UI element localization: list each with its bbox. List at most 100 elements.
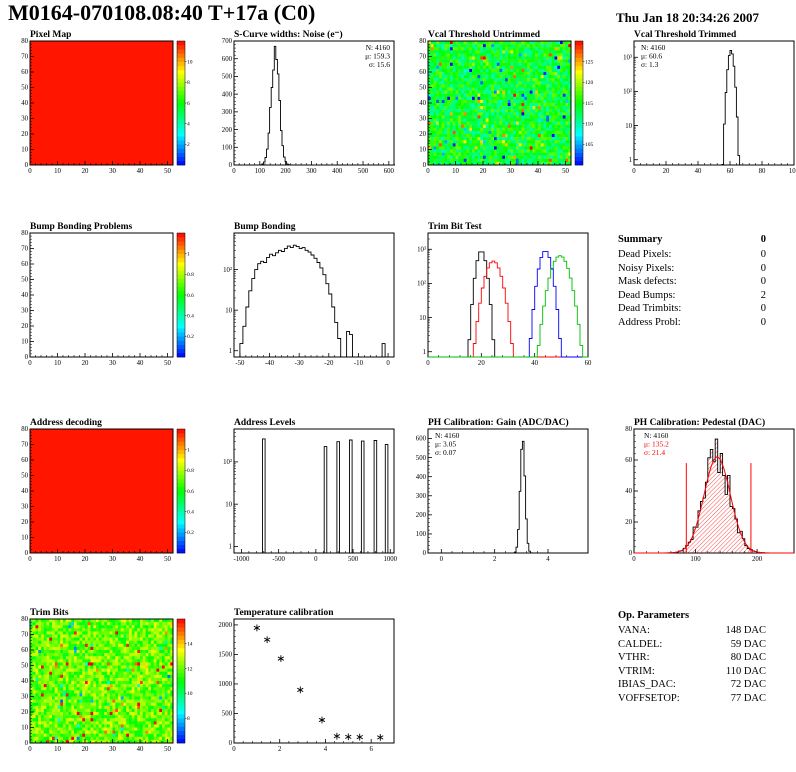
op-parameter-row: VOFFSETOP: 77 DAC (618, 692, 766, 706)
axes: 0 100 200 300 400 500 600 0 100 200 300 400 500 600 70… (222, 38, 395, 175)
plot-vcal-trimmed: Vcal Threshold Trimmed 0 20 40 60 80 100 1 10 10²… (623, 30, 796, 175)
plot-frame (233, 232, 395, 358)
svg-text:0: 0 (28, 556, 32, 563)
svg-text:50: 50 (21, 85, 28, 92)
summary-value: 2 (760, 289, 766, 301)
svg-text:1: 1 (187, 447, 190, 453)
summary-label: Dead Trimbits: (618, 303, 682, 314)
summary-value: 0 (760, 262, 766, 274)
svg-text:500: 500 (222, 74, 233, 81)
svg-text:10²: 10² (417, 281, 426, 288)
svg-text:1: 1 (229, 544, 232, 551)
svg-text:120: 120 (585, 80, 594, 86)
svg-text:40: 40 (137, 556, 144, 563)
svg-text:200: 200 (416, 512, 427, 519)
plot-address-decoding: Address decoding 0 10 20 30 40 50 0 10 20 30 40 50 60… (21, 418, 194, 563)
stats-line: μ: 135.2 (644, 440, 669, 449)
svg-text:115: 115 (585, 101, 593, 107)
svg-text:40: 40 (625, 488, 632, 495)
svg-text:0: 0 (423, 162, 427, 169)
op-parameter-label: IBIAS_DAC: (618, 679, 676, 690)
svg-text:30: 30 (507, 168, 514, 175)
svg-text:500: 500 (416, 455, 427, 462)
svg-text:400: 400 (416, 474, 427, 481)
svg-text:0.4: 0.4 (187, 313, 194, 319)
svg-text:80: 80 (419, 38, 426, 45)
svg-text:30: 30 (21, 504, 28, 511)
svg-text:20: 20 (21, 519, 28, 526)
svg-text:60: 60 (21, 457, 28, 464)
plot-title: Bump Bonding (234, 222, 296, 232)
svg-text:0.8: 0.8 (187, 468, 194, 474)
op-parameters-heading-row: Op. Parameters (618, 610, 766, 621)
svg-text:400: 400 (332, 168, 343, 175)
chart-scurve-noise: S-Curve widths: Noise (e⁻) 0 100 200 300 400 5… (208, 28, 404, 180)
heatmap-cells (30, 41, 173, 165)
colorbar: 0.2 0.4 0.6 0.8 1 (176, 428, 194, 554)
histogram-series-1 (428, 260, 588, 358)
stats-line: σ: 1.3 (641, 60, 659, 69)
svg-text:20: 20 (625, 519, 632, 526)
svg-text:0: 0 (28, 360, 32, 367)
plot-address-levels: Address Levels -1000 -500 0 500 1000 1 10 10² (223, 418, 398, 563)
stats-line: σ: 0.07 (435, 448, 456, 457)
plot-trim-bit-test: Trim Bit Test 0 20 40 60 1 10 10² 10³ (417, 222, 592, 367)
op-parameter-row: IBIAS_DAC: 72 DAC (618, 678, 766, 692)
scatter-points (253, 624, 384, 741)
svg-text:-30: -30 (295, 360, 305, 367)
svg-text:100: 100 (222, 144, 233, 151)
svg-text:10: 10 (54, 360, 61, 367)
plot-title: Trim Bits (30, 608, 69, 618)
svg-text:0.8: 0.8 (187, 272, 194, 278)
svg-text:105: 105 (585, 142, 594, 148)
svg-text:70: 70 (21, 442, 28, 449)
axes: 0 20 40 60 1 10 10² 10³ (417, 232, 592, 367)
plot-bump-bonding: Bump Bonding -50 -40 -30 -20 -10 0 1 10 10² (223, 222, 395, 367)
svg-text:10²: 10² (623, 89, 632, 96)
svg-text:40: 40 (419, 100, 426, 107)
histogram (634, 49, 794, 166)
stats-line: N: 4160 (366, 43, 391, 52)
plot-ph-gain: PH Calibration: Gain (ADC/DAC) 0 2 4 0 100 200… (416, 417, 589, 563)
op-parameter-label: CALDEL: (618, 638, 663, 650)
svg-text:100: 100 (255, 168, 266, 175)
svg-text:70: 70 (21, 246, 28, 253)
plot-title: Vcal Threshold Trimmed (634, 30, 737, 40)
chart-pixel-map: Pixel Map 0 10 20 30 40 50 0 10 20 30 40 50 60 70 80 2 4 6… (4, 28, 200, 180)
svg-text:20: 20 (663, 168, 670, 175)
svg-text:70: 70 (419, 54, 426, 61)
svg-text:0.6: 0.6 (187, 293, 194, 299)
svg-text:-50: -50 (235, 360, 245, 367)
svg-text:20: 20 (82, 168, 89, 175)
op-parameters-panel: Op. Parameters VANA: 148 DAC CALDEL: 59 … (618, 610, 766, 705)
svg-text:80: 80 (625, 426, 632, 433)
svg-text:40: 40 (137, 168, 144, 175)
svg-text:40: 40 (21, 488, 28, 495)
plot-frame (427, 232, 589, 358)
op-parameter-label: VTHR: (618, 652, 650, 663)
svg-text:200: 200 (222, 127, 233, 134)
chart-trim-bit-test: Trim Bit Test 0 20 40 60 1 10 10² 10³ (402, 220, 598, 372)
chart-address-levels: Address Levels -1000 -500 0 500 1000 1 10 10² (208, 416, 404, 568)
axes: 0 10 20 30 40 50 0 10 20 30 40 50 60 70 80 (21, 426, 171, 563)
svg-text:10: 10 (21, 147, 28, 154)
svg-text:50: 50 (164, 360, 171, 367)
summary-label: Dead Bumps: (618, 289, 676, 301)
stats-line: σ: 15.6 (369, 60, 390, 69)
svg-text:40: 40 (21, 292, 28, 299)
svg-text:0: 0 (232, 168, 236, 175)
colorbar: 105 110 115 120 125 (574, 40, 594, 166)
op-parameter-row: VTHR: 80 DAC (618, 651, 766, 665)
svg-text:50: 50 (21, 277, 28, 284)
op-parameter-label: VTRIM: (618, 665, 655, 677)
chart-vcal-threshold-untrimmed: Vcal Threshold Untrimmed 0 10 20 30 40 50 0 10 20… (402, 28, 598, 180)
summary-label: Dead Pixels: (618, 249, 672, 260)
chart-bump-bonding-problems: Bump Bonding Problems 0 10 20 30 40 50 0 10 20 30 4… (4, 220, 200, 372)
histogram (234, 45, 395, 166)
svg-text:20: 20 (478, 360, 485, 367)
op-parameter-value: 110 DAC (725, 665, 766, 677)
svg-text:0: 0 (229, 162, 233, 169)
stats-line: N: 4160 (641, 43, 666, 52)
colorbar: 2 4 6 8 10 (176, 40, 193, 166)
